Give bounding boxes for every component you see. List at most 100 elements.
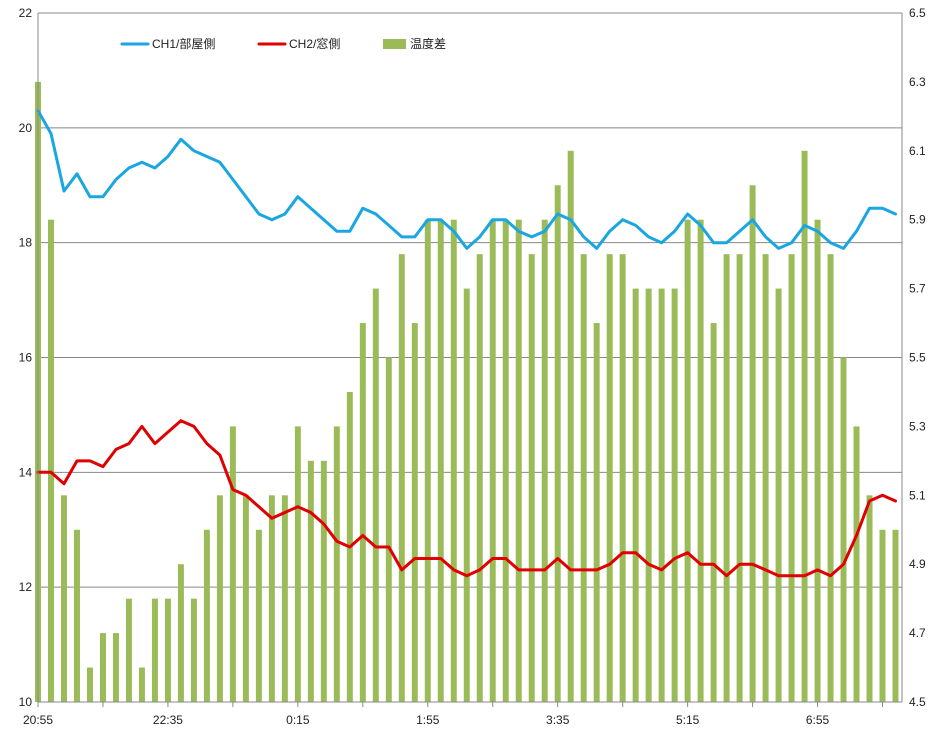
bar <box>593 323 600 702</box>
bar <box>424 219 431 702</box>
y-left-tick-label: 22 <box>19 6 33 20</box>
bar <box>684 219 691 702</box>
y-right-tick-label: 6.3 <box>909 75 926 89</box>
bar <box>853 426 860 702</box>
bar <box>736 254 743 702</box>
bar <box>788 254 795 702</box>
bar <box>801 150 808 703</box>
bar <box>723 254 730 702</box>
bar <box>671 288 678 702</box>
bar <box>281 495 288 702</box>
y-right-tick-label: 5.5 <box>909 351 926 365</box>
y-right-tick-label: 4.9 <box>909 557 926 571</box>
bar <box>762 254 769 702</box>
bar <box>255 529 262 702</box>
x-tick-label: 22:35 <box>153 713 183 727</box>
bar <box>463 288 470 702</box>
bar <box>203 529 210 702</box>
axes: 10 12 14 16 18 20 22 4.5 4.7 4.9 5.1 5.3 5.5 5.7 5.9 6.… <box>19 6 926 727</box>
y-right-tick-label: 6.1 <box>909 144 926 158</box>
y-right-tick-label: 4.5 <box>909 695 926 709</box>
bar <box>645 288 652 702</box>
bar <box>151 598 158 702</box>
bar <box>307 460 314 702</box>
y-left-tick-label: 16 <box>19 351 33 365</box>
bar <box>190 598 197 702</box>
legend-label: CH2/窓側 <box>289 36 340 51</box>
bar <box>333 426 340 702</box>
bar <box>372 288 379 702</box>
x-tick-label: 6:55 <box>806 713 830 727</box>
x-tick-label: 5:15 <box>676 713 700 727</box>
series-line <box>36 419 897 578</box>
bar <box>48 219 54 702</box>
bar <box>398 254 405 702</box>
bar <box>775 288 782 702</box>
bar <box>125 598 132 702</box>
bar <box>892 529 899 702</box>
bar <box>866 495 873 702</box>
legend: CH1/部屋側 CH2/窓側 温度差 <box>120 36 446 51</box>
bar <box>840 357 847 702</box>
y-left-tick-label: 20 <box>19 121 33 135</box>
lines <box>36 109 897 578</box>
bar <box>99 633 106 702</box>
bar <box>502 219 509 702</box>
bar <box>658 288 665 702</box>
bar <box>86 667 93 702</box>
y-left-tick-label: 18 <box>19 236 33 250</box>
y-right-tick-label: 5.9 <box>909 213 926 227</box>
bar <box>385 357 392 702</box>
bar <box>567 150 574 703</box>
bar <box>528 254 535 702</box>
y-left-tick-label: 12 <box>19 580 33 594</box>
bar <box>216 495 223 702</box>
y-right-tick-label: 4.7 <box>909 626 926 640</box>
bar <box>60 495 67 702</box>
series-line <box>36 109 897 250</box>
bar <box>554 185 561 702</box>
bar <box>112 633 119 702</box>
y-right-tick-label: 6.5 <box>909 6 926 20</box>
x-tick-label: 0:15 <box>286 713 310 727</box>
bar <box>814 219 821 702</box>
y-right-tick-label: 5.1 <box>909 488 926 502</box>
legend-swatch <box>383 39 406 49</box>
bar <box>138 667 145 702</box>
bar <box>268 495 275 702</box>
y-left-tick-label: 14 <box>19 465 33 479</box>
y-right-tick-label: 5.7 <box>909 282 926 296</box>
bar <box>632 288 639 702</box>
x-tick-label: 3:35 <box>546 713 570 727</box>
bar <box>450 219 457 702</box>
bar <box>541 219 548 702</box>
x-tick-label: 20:55 <box>23 713 53 727</box>
gridlines <box>38 12 902 588</box>
bar <box>320 460 327 702</box>
y-left-tick-label: 10 <box>19 695 33 709</box>
bar <box>242 495 249 702</box>
bar <box>879 529 886 702</box>
x-tick-label: 1:55 <box>416 713 440 727</box>
bar <box>177 564 184 702</box>
bar <box>606 254 613 702</box>
bar <box>749 185 756 702</box>
bar <box>229 426 236 702</box>
bar <box>73 529 80 702</box>
bars <box>35 81 899 703</box>
bar <box>515 219 522 702</box>
bar <box>411 323 418 702</box>
legend-label: CH1/部屋側 <box>152 36 215 51</box>
legend-label: 温度差 <box>410 36 446 51</box>
bar <box>710 323 717 702</box>
bar <box>697 219 704 702</box>
y-right-tick-label: 5.3 <box>909 419 926 433</box>
bar <box>359 323 366 702</box>
bar <box>619 254 626 702</box>
bar <box>164 598 171 702</box>
bar <box>294 426 301 702</box>
bar <box>437 219 444 702</box>
bar <box>489 219 496 702</box>
